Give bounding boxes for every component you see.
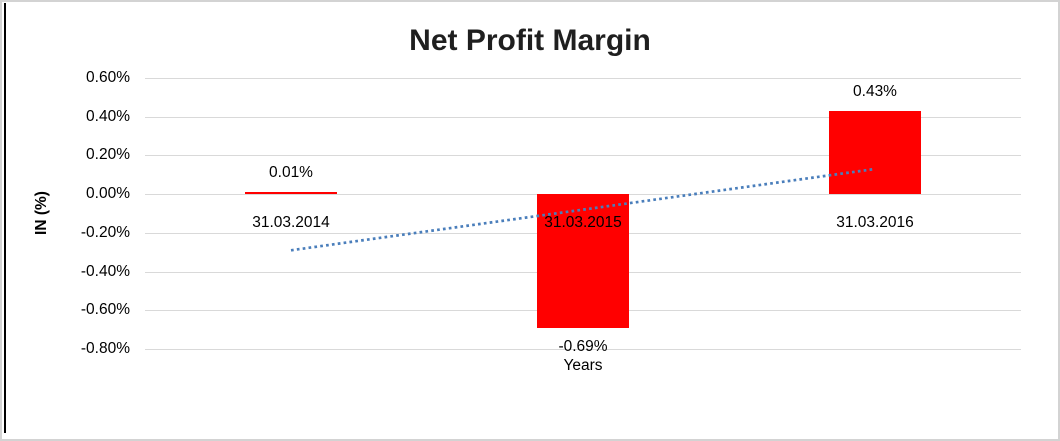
gridline <box>145 116 1021 118</box>
gridline <box>145 349 1021 350</box>
y-tick-label: 0.60% <box>86 69 130 86</box>
y-tick-label: 0.40% <box>86 107 130 125</box>
category-label-31.03.2014: 31.03.2014 <box>252 214 330 232</box>
left-border-line <box>4 3 6 433</box>
y-tick-label: 0.20% <box>86 146 130 164</box>
x-axis-title: Years <box>563 357 603 374</box>
data-label-31.03.2016: 0.43% <box>853 82 897 100</box>
data-label-31.03.2015: -0.69% <box>558 337 608 355</box>
y-tick-label: -0.40% <box>80 262 130 280</box>
y-axis-title-text: IN (%) <box>33 191 50 235</box>
y-tick-label: -0.80% <box>80 340 130 357</box>
bar-31.03.2016 <box>829 110 921 195</box>
y-tick-label: 0.00% <box>86 185 130 203</box>
category-label-31.03.2016: 31.03.2016 <box>836 214 914 232</box>
category-label-31.03.2015: 31.03.2015 <box>544 214 622 232</box>
data-label-31.03.2014: 0.01% <box>269 164 313 182</box>
gridline <box>145 155 1021 157</box>
y-tick-label: -0.60% <box>80 301 130 319</box>
bar-31.03.2014 <box>245 192 337 195</box>
y-tick-label: -0.20% <box>80 223 130 241</box>
chart-title: Net Profit Margin <box>409 24 651 57</box>
gridline <box>145 78 1021 79</box>
